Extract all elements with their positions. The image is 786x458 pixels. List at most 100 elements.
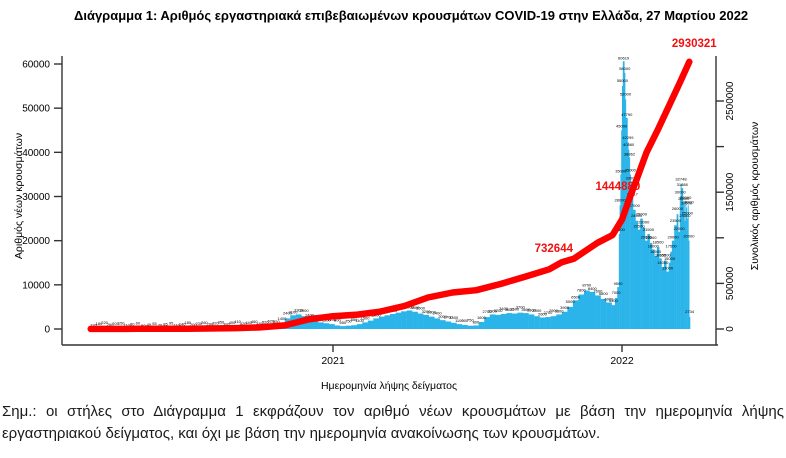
bar-value-label: 750 [345, 319, 352, 324]
bar-value-label: 3600 [505, 307, 515, 312]
bar-value-label: 70 [158, 323, 163, 328]
bar [528, 314, 535, 329]
bar-value-label: 95 [169, 321, 174, 326]
bar [654, 256, 658, 329]
bar [567, 306, 574, 329]
x-axis-title: Ημερομηνία λήψης δείγματος [321, 380, 457, 392]
bar-value-label: 23500 [670, 218, 682, 223]
bar-value-label: 1400 [449, 315, 459, 320]
bar-value-label: 45 [147, 322, 152, 327]
bar-value-label: 380 [223, 321, 230, 326]
bar [668, 262, 671, 329]
bar [621, 130, 623, 329]
y-right-tick-label: 1500000 [725, 172, 736, 211]
bar-value-label: 800 [473, 319, 480, 324]
bar-value-label: 350 [218, 319, 225, 324]
chart-footnote: Σημ.: οι στήλες στο Διάγραμμα 1 εκφράζου… [2, 403, 784, 442]
bar [556, 314, 563, 329]
bar-value-label: 6000 [604, 297, 614, 302]
bar-value-label: 30000 [675, 190, 687, 195]
bar-value-label: 2900 [532, 308, 542, 313]
bar-value-label: 750 [467, 318, 474, 323]
x-tick-label: 2021 [321, 355, 345, 367]
bar-value-label: 2900 [549, 308, 559, 313]
bar [351, 325, 357, 329]
bar-value-label: 1400 [277, 316, 287, 321]
bar-value-label: 3600 [521, 307, 531, 312]
bar [523, 313, 529, 329]
bar [644, 240, 648, 329]
bar [428, 316, 435, 329]
bar-value-label: 58000 [619, 66, 631, 71]
bar-value-label: 28500 [678, 196, 690, 201]
bar [681, 188, 684, 329]
bar-value-label: 20000 [683, 234, 695, 239]
bar [649, 242, 653, 329]
bar-value-label: 3300 [527, 307, 537, 312]
bar [595, 295, 601, 329]
bar [417, 313, 424, 329]
bar [517, 312, 524, 329]
bar-value-label: 260 [107, 322, 114, 327]
bar-value-label: 52000 [620, 91, 632, 96]
bar [478, 321, 485, 329]
bar [618, 234, 620, 329]
bar-value-label: 2400 [305, 312, 315, 317]
bar [534, 316, 540, 329]
cumulative-annotation: 2930321 [672, 38, 717, 50]
bar-value-label: 14000 [657, 260, 669, 265]
bar-value-label: 900 [461, 318, 468, 323]
bar [656, 247, 660, 329]
bar-value-label: 15000 [664, 256, 676, 261]
bar [439, 320, 446, 329]
y-left-tick-label: 50000 [22, 104, 50, 115]
bar [489, 314, 496, 329]
bar [622, 61, 625, 329]
bar [572, 300, 579, 329]
bar-value-label: 7800 [577, 288, 587, 293]
bar-value-label: 7600 [593, 288, 603, 293]
bar-value-label: 9500 [614, 281, 624, 286]
bar-value-label: 460 [251, 319, 258, 324]
bar-value-label: 60619 [618, 55, 630, 60]
bar-value-label: 1100 [328, 317, 337, 322]
bar-value-label: 3700 [516, 305, 526, 310]
bar-value-label: 8700 [582, 283, 592, 288]
bar-value-label: 3100 [289, 309, 299, 314]
bar [462, 325, 468, 329]
bar-value-label: 150 [118, 320, 125, 325]
bar-value-label: 28000 [683, 199, 695, 204]
bar-value-label: 2800 [427, 310, 437, 315]
bar-value-label: 420 [240, 321, 247, 326]
bar [620, 174, 622, 329]
bar-value-label: 440 [245, 320, 252, 325]
bar [680, 184, 682, 329]
bar [450, 322, 457, 329]
bar [306, 318, 313, 329]
bar-value-label: 2900 [300, 308, 310, 313]
bar-value-label: 1100 [355, 318, 364, 323]
bar-value-label: 29000 [680, 195, 692, 200]
bar [676, 214, 679, 329]
bar [637, 229, 641, 329]
bar [445, 321, 452, 329]
bar-value-label: 26000 [672, 206, 684, 211]
bar-value-label: 6800 [599, 291, 609, 296]
bar-value-label: 19500 [645, 235, 657, 240]
bar [362, 322, 369, 329]
bar [619, 205, 621, 329]
y-left-tick-label: 40000 [22, 148, 50, 159]
bar-value-label: 3300 [488, 308, 498, 313]
bar [652, 249, 655, 329]
cumulative-line [87, 58, 693, 333]
y-right-axis-title: Συνολικός αριθμός κρουσμάτων [749, 122, 761, 271]
bar-value-label: 27000 [629, 203, 641, 208]
bar [583, 290, 590, 329]
bar [345, 325, 352, 329]
bar-value-label: 33000 [626, 175, 638, 180]
bar [406, 310, 413, 329]
y-left-tick-label: 10000 [22, 280, 50, 291]
cumulative-annotation: 732644 [535, 243, 574, 255]
bar-value-label: 25000 [636, 212, 648, 217]
bar-value-label: 3900 [410, 305, 420, 310]
